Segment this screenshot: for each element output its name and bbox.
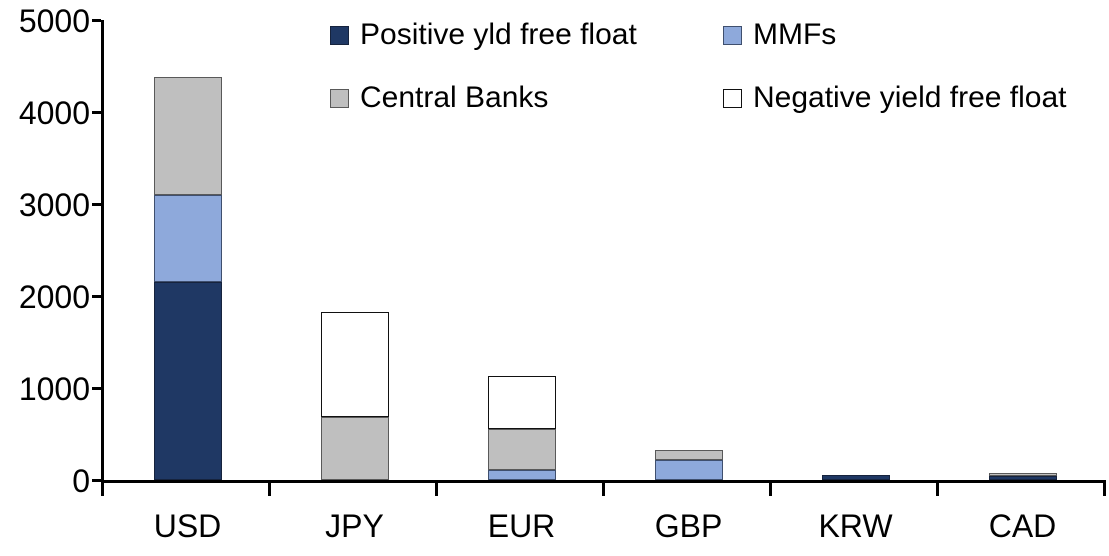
legend-label-negative-yield-free-float: Negative yield free float xyxy=(753,81,1067,114)
x-tick-2 xyxy=(435,483,438,496)
bar-segment-gbp-central-banks xyxy=(654,450,723,460)
bar-segment-cad-central-banks xyxy=(988,472,1057,476)
category-label-usd: USD xyxy=(153,508,222,544)
y-tick-1000 xyxy=(92,387,101,390)
x-tick-4 xyxy=(769,483,772,496)
bar-segment-eur-mmfs xyxy=(487,469,556,480)
y-tick-5000 xyxy=(92,19,101,22)
legend-item-central-banks: Central Banks xyxy=(330,83,548,113)
category-label-jpy: JPY xyxy=(325,508,384,544)
x-tick-3 xyxy=(602,483,605,496)
bar-segment-usd-mmfs xyxy=(153,194,222,283)
bar-segment-usd-positive-yld-free-float xyxy=(153,282,222,480)
legend-swatch-negative-yield-free-float xyxy=(723,88,742,108)
bar-segment-krw-positive-yld-free-float xyxy=(821,475,890,480)
legend-swatch-mmfs xyxy=(723,25,742,45)
legend-label-mmfs: MMFs xyxy=(753,18,837,51)
y-tick-label-1000: 1000 xyxy=(18,371,90,407)
x-tick-1 xyxy=(268,483,271,496)
category-label-gbp: GBP xyxy=(654,508,723,544)
y-tick-label-4000: 4000 xyxy=(18,95,90,131)
y-tick-0 xyxy=(92,479,101,482)
legend-label-central-banks: Central Banks xyxy=(360,81,549,114)
y-axis xyxy=(101,20,104,483)
y-tick-4000 xyxy=(92,111,101,114)
y-tick-2000 xyxy=(92,295,101,298)
x-axis xyxy=(101,480,1106,483)
y-tick-label-2000: 2000 xyxy=(18,279,90,315)
y-tick-label-3000: 3000 xyxy=(18,187,90,223)
bar-segment-jpy-central-banks xyxy=(320,416,389,480)
legend-item-mmfs: MMFs xyxy=(723,20,836,50)
y-tick-3000 xyxy=(92,203,101,206)
bar-segment-usd-central-banks xyxy=(153,77,222,195)
legend-item-positive-yld-free-float: Positive yld free float xyxy=(330,20,637,50)
bar-segment-gbp-mmfs xyxy=(654,459,723,480)
category-label-krw: KRW xyxy=(818,508,893,544)
y-tick-label-0: 0 xyxy=(72,463,90,499)
bar-segment-cad-positive-yld-free-float xyxy=(988,475,1057,480)
x-tick-5 xyxy=(936,483,939,496)
x-tick-0 xyxy=(101,483,104,496)
category-label-cad: CAD xyxy=(988,508,1057,544)
bar-segment-eur-negative-yield-free-float xyxy=(487,376,556,430)
category-label-eur: EUR xyxy=(487,508,556,544)
legend-label-positive-yld-free-float: Positive yld free float xyxy=(360,18,637,51)
bar-segment-eur-central-banks xyxy=(487,429,556,470)
bar-segment-jpy-negative-yield-free-float xyxy=(320,311,389,417)
y-tick-label-5000: 5000 xyxy=(18,3,90,39)
legend-item-negative-yield-free-float: Negative yield free float xyxy=(723,83,1067,113)
legend-swatch-central-banks xyxy=(330,88,349,108)
x-tick-6 xyxy=(1103,483,1106,496)
legend-swatch-positive-yld-free-float xyxy=(330,25,349,45)
